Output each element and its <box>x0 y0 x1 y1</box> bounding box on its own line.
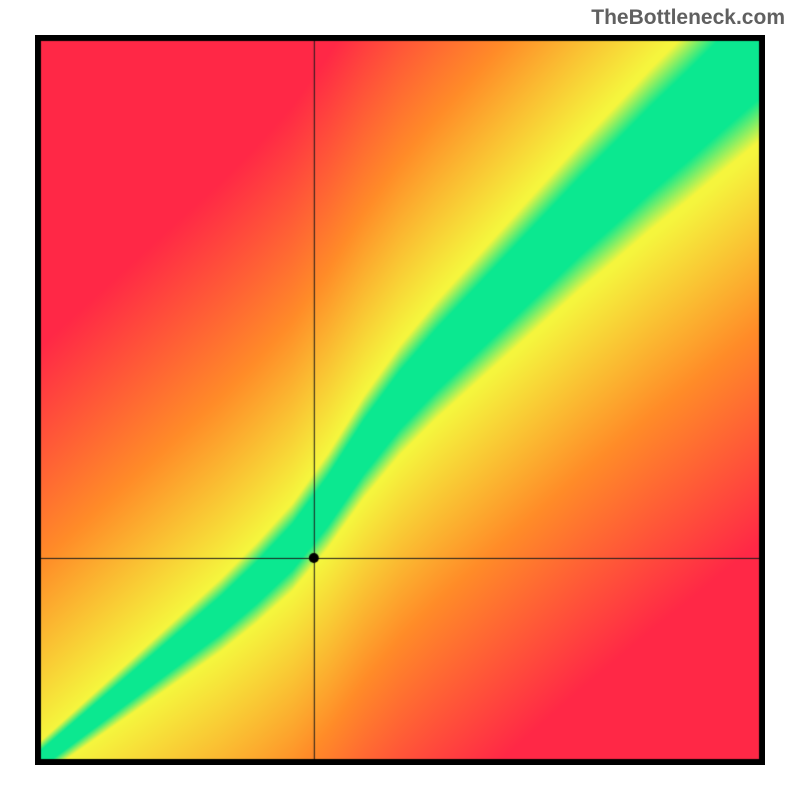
watermark-text: TheBottleneck.com <box>591 6 785 30</box>
bottleneck-heatmap <box>35 35 765 765</box>
